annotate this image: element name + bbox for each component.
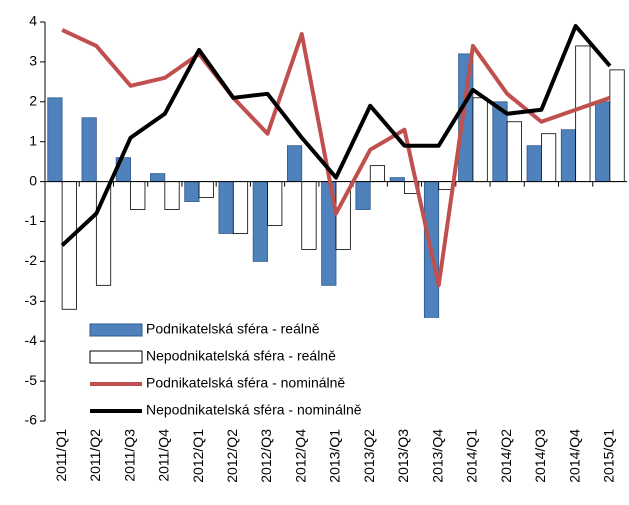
- bar: [526, 145, 542, 183]
- legend-bg: [85, 318, 445, 426]
- line: [61, 28, 611, 288]
- y-tick-label: -6: [25, 412, 38, 428]
- line: [60, 23, 612, 247]
- bar: [184, 181, 200, 202]
- y-tick-label: 2: [29, 93, 37, 109]
- bar: [560, 129, 577, 182]
- x-tick-label: 2012/Q1: [190, 429, 206, 483]
- bar: [81, 117, 97, 183]
- y-tick-label: -4: [25, 332, 38, 348]
- bar: [541, 133, 557, 183]
- bar: [472, 97, 488, 182]
- bar: [218, 181, 234, 234]
- y-tick-label: -2: [25, 252, 38, 268]
- x-tick-label: 2011/Q2: [87, 429, 103, 482]
- x-tick-label: 2014/Q4: [566, 429, 582, 483]
- bar: [301, 181, 317, 250]
- bar: [506, 121, 522, 182]
- bar: [150, 173, 166, 182]
- y-tick-label: 1: [29, 132, 37, 148]
- y-tick-label: 0: [29, 172, 37, 188]
- x-tick-label: 2012/Q2: [224, 429, 240, 483]
- legend-label: Podnikatelská sféra - reálně: [146, 321, 320, 337]
- x-tick-label: 2011/Q3: [121, 429, 137, 482]
- y-tick-label: -5: [25, 372, 38, 388]
- bar: [164, 181, 180, 210]
- x-tick-label: 2014/Q1: [464, 429, 480, 483]
- bar: [232, 181, 249, 234]
- legend-label: Nepodnikatelská sféra - reálně: [146, 348, 336, 364]
- y-tick-label: -3: [25, 292, 38, 308]
- bar: [609, 69, 625, 182]
- x-tick-label: 2011/Q1: [53, 429, 69, 482]
- legend-marker: [89, 323, 143, 337]
- x-tick-label: 2014/Q2: [498, 429, 514, 483]
- bar: [355, 181, 371, 210]
- y-tick-label: -1: [25, 212, 38, 228]
- bar: [198, 181, 214, 198]
- x-tick-label: 2015/Q1: [601, 429, 617, 483]
- y-tick-label: 4: [29, 13, 37, 29]
- legend-label: Nepodnikatelská sféra - nominálně: [146, 402, 362, 418]
- bar: [252, 181, 268, 262]
- x-tick-label: 2012/Q3: [258, 429, 274, 483]
- x-tick-label: 2013/Q1: [327, 429, 343, 483]
- x-tick-label: 2012/Q4: [292, 429, 308, 483]
- legend-label: Podnikatelská sféra - nominálně: [146, 375, 345, 391]
- bar: [389, 177, 405, 183]
- x-tick-label: 2013/Q3: [395, 429, 411, 483]
- x-tick-label: 2013/Q4: [429, 429, 445, 483]
- bar: [575, 45, 591, 183]
- y-tick-label: 3: [29, 53, 37, 69]
- bar: [369, 165, 386, 182]
- bar: [595, 101, 611, 183]
- bar: [267, 181, 283, 226]
- bar: [47, 97, 63, 182]
- bar: [130, 181, 146, 210]
- x-tick-label: 2013/Q2: [361, 429, 377, 483]
- bar: [286, 145, 303, 183]
- legend-marker: [89, 350, 143, 364]
- x-tick-label: 2014/Q3: [532, 429, 548, 483]
- x-tick-label: 2011/Q4: [156, 429, 172, 482]
